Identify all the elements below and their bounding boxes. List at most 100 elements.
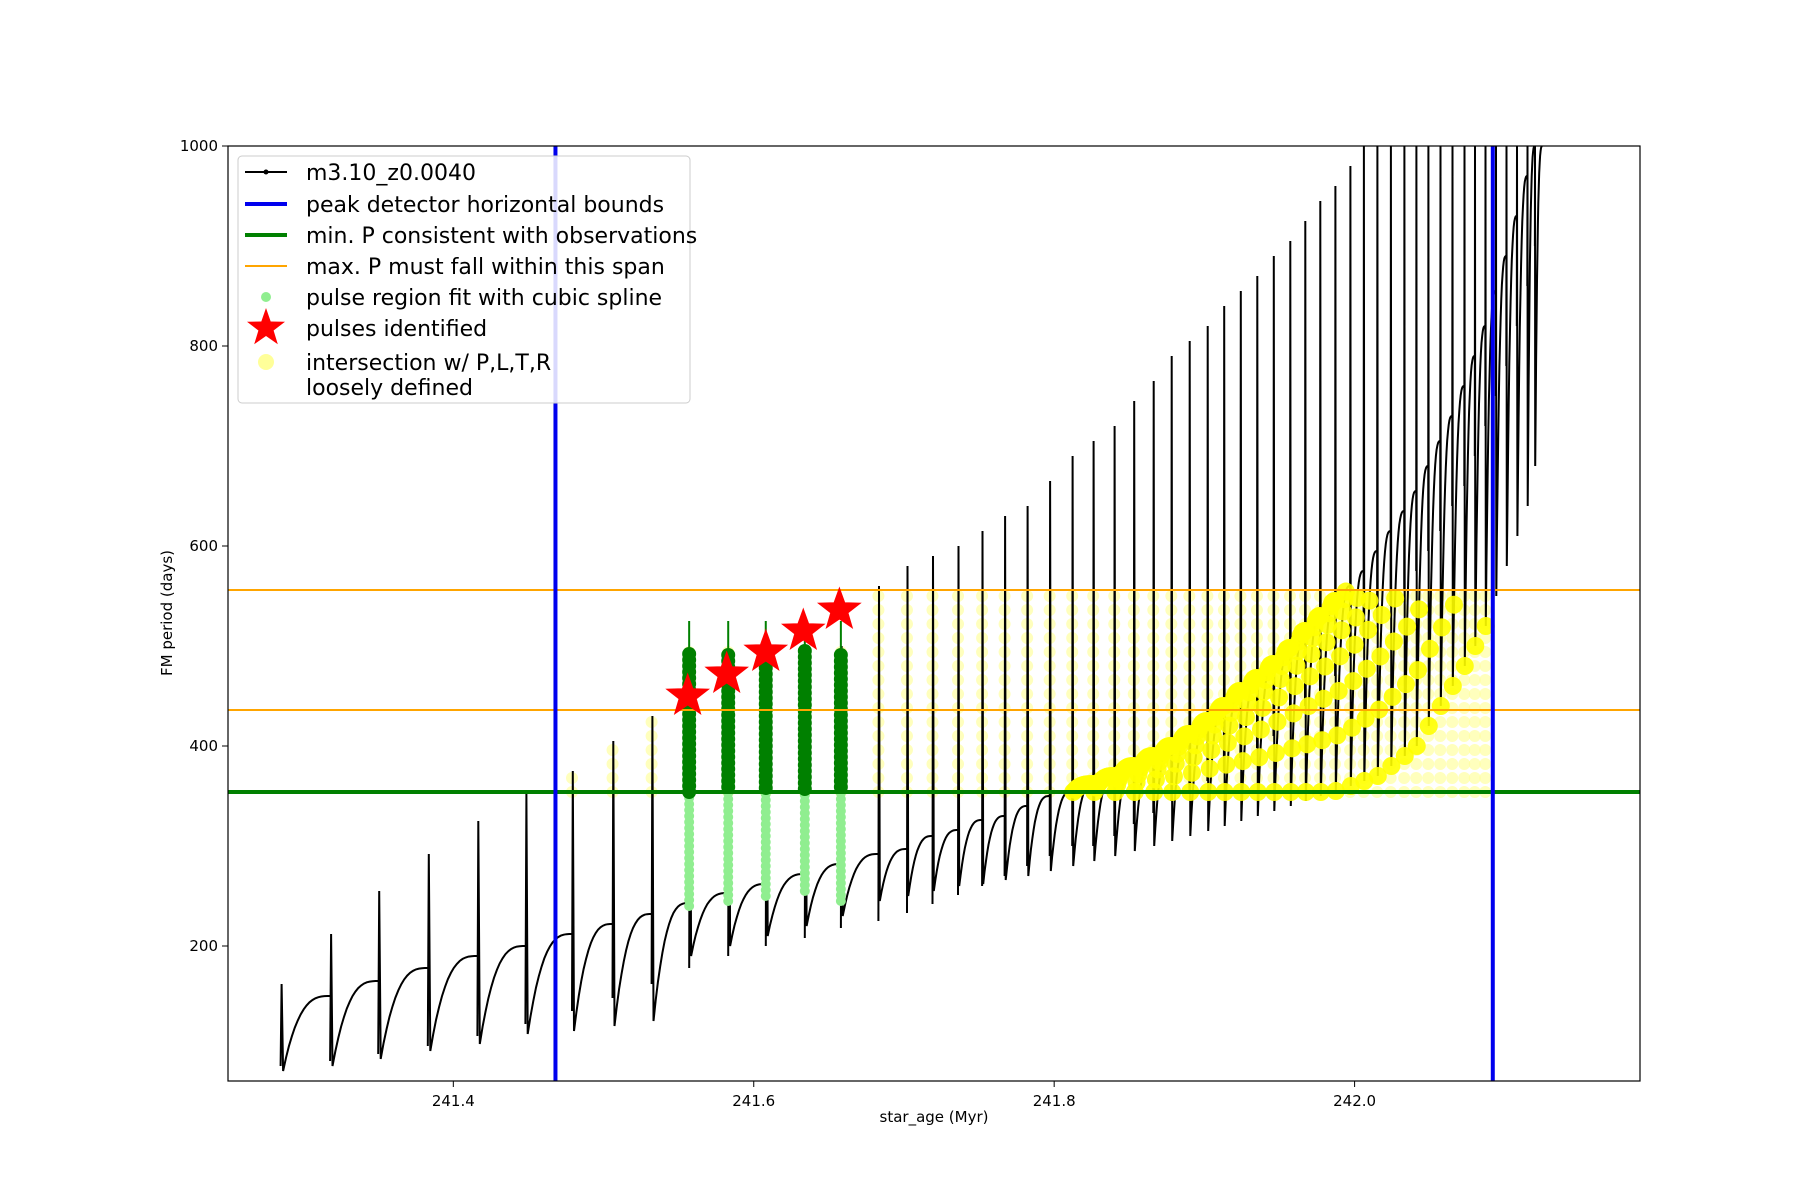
legend-dot-swatch xyxy=(261,292,271,302)
y-tick-label: 800 xyxy=(189,337,218,355)
intersection-point xyxy=(1444,595,1463,614)
intersection-point xyxy=(1332,621,1351,640)
intersection-point xyxy=(1200,759,1219,778)
legend-label: loosely defined xyxy=(306,376,473,401)
legend-label: intersection w/ P,L,T,R xyxy=(306,351,551,376)
intersection-point xyxy=(1466,637,1485,655)
intersection-point xyxy=(1468,730,1481,742)
y-tick-label: 600 xyxy=(189,537,218,555)
intersection-point xyxy=(1357,659,1376,678)
legend-star-swatch xyxy=(247,308,285,345)
intersection-point xyxy=(1218,733,1237,752)
intersection-point xyxy=(1455,657,1474,675)
x-axis-label: star_age (Myr) xyxy=(880,1108,989,1127)
y-tick-label: 400 xyxy=(189,737,218,755)
intersection-point xyxy=(1479,674,1492,686)
intersection-point xyxy=(1368,767,1387,785)
intersection-point xyxy=(1253,698,1272,717)
plot-frame xyxy=(227,145,1641,1082)
intersection-point xyxy=(1410,758,1423,770)
intersection-point xyxy=(1434,772,1447,784)
intersection-point xyxy=(1233,752,1252,771)
y-tick-label: 1000 xyxy=(180,137,218,155)
legend-dot-swatch xyxy=(258,354,274,370)
intersection-point xyxy=(1479,702,1492,714)
intersection-point xyxy=(1479,730,1492,742)
x-tick-label: 242.0 xyxy=(1333,1092,1376,1110)
intersection-point xyxy=(1396,675,1415,694)
spline-fit-series xyxy=(682,621,848,911)
intersection-point xyxy=(1434,744,1447,756)
intersection-point xyxy=(1360,591,1379,610)
y-tick-label: 200 xyxy=(189,937,218,955)
legend-label: peak detector horizontal bounds xyxy=(306,193,664,218)
intersection-point xyxy=(1419,717,1438,735)
intersection-point xyxy=(1298,735,1317,754)
intersection-point xyxy=(1446,758,1459,770)
intersection-point xyxy=(1328,726,1347,745)
pulses-series xyxy=(665,586,862,716)
intersection-point xyxy=(1202,741,1221,760)
pulse-star xyxy=(816,586,862,630)
intersection-point xyxy=(1479,758,1492,770)
intersection-point xyxy=(1355,772,1374,790)
intersection-point xyxy=(1420,639,1439,658)
intersection-point xyxy=(1458,688,1471,700)
intersection-point xyxy=(1468,716,1481,728)
intersection-point xyxy=(1446,744,1459,756)
intersection-point xyxy=(1356,709,1375,728)
legend-box xyxy=(237,155,691,404)
intersection-point xyxy=(1458,730,1471,742)
intersection-point xyxy=(1383,687,1402,706)
intersection-point xyxy=(1479,716,1492,728)
intersection-point xyxy=(1479,660,1492,672)
intersection-point xyxy=(1476,617,1495,635)
intersection-point xyxy=(1270,688,1289,707)
intersection-point xyxy=(1331,647,1350,666)
intersection-point xyxy=(1422,758,1435,770)
intersection-point xyxy=(1316,657,1335,676)
intersection-point xyxy=(1271,670,1290,689)
intersection-point xyxy=(1398,772,1411,784)
intersection-point xyxy=(1432,618,1451,637)
x-tick-label: 241.4 xyxy=(432,1092,475,1110)
intersection-point xyxy=(1384,632,1403,651)
intersection-point xyxy=(1446,772,1459,784)
intersection-point xyxy=(1443,677,1462,695)
intersection-point xyxy=(1422,772,1435,784)
legend-label: min. P consistent with observations xyxy=(306,224,697,249)
intersection-point xyxy=(1468,688,1481,700)
intersection-point xyxy=(1343,718,1362,737)
intersection-point xyxy=(1408,661,1427,680)
spline-fit-point xyxy=(833,648,848,662)
intersection-point xyxy=(1410,772,1423,784)
intersection-point xyxy=(1283,739,1302,758)
intersection-dense-series xyxy=(1064,582,1495,801)
intersection-point xyxy=(1468,674,1481,686)
intersection-point xyxy=(1286,677,1305,696)
intersection-point xyxy=(1217,755,1236,774)
intersection-point xyxy=(1468,772,1481,784)
intersection-point xyxy=(1479,772,1492,784)
intersection-point xyxy=(1317,633,1336,652)
x-tick-label: 241.6 xyxy=(732,1092,775,1110)
intersection-point xyxy=(1268,712,1287,731)
intersection-point xyxy=(1236,708,1255,727)
intersection-point xyxy=(1313,731,1332,750)
x-tick-label: 241.8 xyxy=(1033,1092,1076,1110)
intersection-point xyxy=(1458,758,1471,770)
pulse-star xyxy=(665,672,711,716)
intersection-point xyxy=(1458,772,1471,784)
intersection-point xyxy=(1287,656,1306,675)
intersection-point xyxy=(1468,702,1481,714)
intersection-point xyxy=(1359,620,1378,639)
intersection-point xyxy=(1468,744,1481,756)
legend-label: m3.10_z0.0040 xyxy=(306,161,476,186)
intersection-point xyxy=(1345,635,1364,654)
intersection-point xyxy=(1384,772,1397,784)
intersection-point xyxy=(1398,617,1417,636)
intersection-point xyxy=(1479,744,1492,756)
intersection-point xyxy=(1250,748,1269,767)
